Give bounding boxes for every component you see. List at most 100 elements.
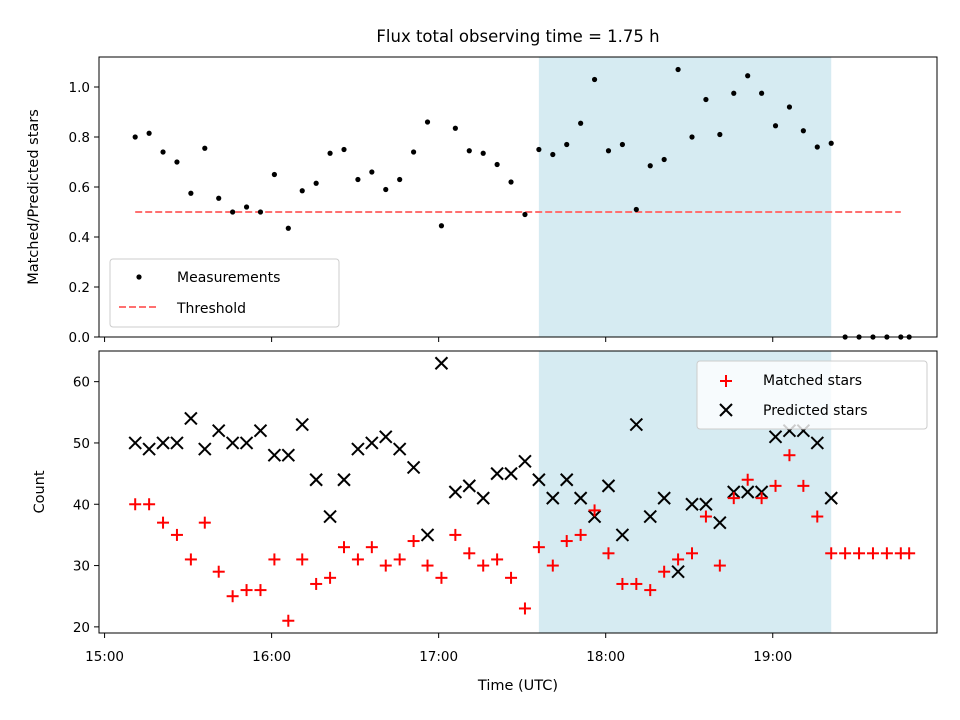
matched-stars-point bbox=[727, 492, 740, 505]
predicted-stars-point bbox=[406, 460, 421, 475]
matched-stars-point bbox=[839, 547, 852, 560]
measurement-point bbox=[410, 149, 417, 155]
predicted-stars-point bbox=[629, 417, 644, 432]
matched-stars-point bbox=[337, 541, 350, 554]
matched-stars-point bbox=[310, 577, 323, 590]
matched-stars-point bbox=[532, 541, 545, 554]
legend-marker-predicted-stars bbox=[719, 403, 733, 417]
predicted-stars-point bbox=[810, 436, 824, 450]
y-tick-label: 20 bbox=[73, 620, 90, 636]
matched-stars-point bbox=[825, 547, 838, 560]
predicted-stars-point bbox=[462, 479, 476, 493]
measurement-point bbox=[828, 140, 834, 146]
measurement-point bbox=[271, 171, 277, 178]
matched-stars-point bbox=[351, 553, 364, 566]
measurement-point bbox=[397, 176, 403, 183]
matched-stars-point bbox=[630, 577, 643, 590]
matched-stars-point bbox=[505, 571, 518, 584]
matched-stars-point bbox=[672, 553, 685, 566]
measurement-point bbox=[160, 149, 166, 155]
predicted-stars-point bbox=[281, 448, 296, 462]
matched-stars-point bbox=[518, 602, 531, 615]
matched-stars-point bbox=[282, 614, 295, 627]
measurement-point bbox=[202, 145, 208, 151]
matched-stars-point bbox=[797, 479, 810, 492]
matched-stars-point bbox=[546, 559, 559, 572]
predicted-stars-point bbox=[365, 436, 379, 450]
legend-marker-matched-stars bbox=[720, 375, 732, 387]
predicted-stars-point bbox=[253, 423, 268, 438]
predicted-stars-point bbox=[170, 436, 184, 450]
matched-stars-point bbox=[379, 559, 392, 572]
top-y-ticks: 0.0 0.2 0.4 0.6 0.8 1.0 bbox=[69, 80, 99, 346]
matched-stars-point bbox=[699, 510, 712, 523]
measurement-point bbox=[633, 206, 639, 213]
top-legend-box bbox=[109, 258, 340, 328]
measurement-points-layer bbox=[132, 66, 912, 340]
matched-stars-point bbox=[268, 553, 281, 566]
matched-stars-point bbox=[903, 547, 916, 560]
predicted-stars-point bbox=[420, 528, 435, 542]
matched-stars-point bbox=[574, 528, 587, 541]
top-plot-frame bbox=[98, 56, 938, 338]
matched-stars-point bbox=[449, 528, 462, 541]
matched-stars-point bbox=[393, 553, 406, 566]
matched-stars-point bbox=[560, 535, 573, 548]
predicted-stars-point bbox=[601, 479, 616, 493]
predicted-stars-point bbox=[128, 436, 142, 450]
predicted-stars-point bbox=[448, 485, 463, 499]
matched-stars-point bbox=[769, 479, 782, 492]
measurement-point bbox=[717, 131, 723, 138]
matched-stars-point bbox=[811, 510, 824, 523]
matched-stars-point bbox=[198, 516, 211, 529]
matched-stars-point bbox=[644, 584, 657, 597]
predicted-stars-point bbox=[267, 448, 282, 462]
measurement-point bbox=[494, 161, 500, 168]
top-legend: Measurements Threshold bbox=[109, 258, 340, 328]
predicted-stars-point bbox=[309, 473, 323, 487]
matched-stars-point bbox=[880, 547, 893, 560]
y-tick-label: 50 bbox=[73, 436, 90, 452]
matched-stars-point bbox=[324, 571, 337, 584]
measurement-point bbox=[703, 96, 709, 103]
measurement-point bbox=[285, 225, 291, 231]
matched-stars-point bbox=[491, 553, 504, 566]
predicted-stars-point bbox=[490, 466, 504, 481]
matched-stars-point bbox=[435, 571, 448, 584]
matched-stars-point bbox=[143, 498, 156, 511]
measurement-point bbox=[355, 176, 361, 183]
measurement-point bbox=[383, 186, 389, 193]
measurement-point bbox=[243, 204, 250, 210]
bottom-y-axis-label: Count bbox=[32, 470, 48, 513]
measurement-point bbox=[564, 141, 570, 148]
matched-stars-point bbox=[713, 559, 726, 572]
bottom-x-ticks: 15:00 16:00 17:00 18:00 19:00 bbox=[85, 633, 792, 665]
y-tick-label: 1.0 bbox=[69, 80, 90, 96]
matched-stars-point bbox=[157, 516, 170, 529]
predicted-stars-point bbox=[587, 509, 602, 524]
matched-stars-point bbox=[226, 590, 239, 603]
measurement-point bbox=[132, 134, 138, 140]
predicted-stars-point bbox=[727, 485, 741, 499]
predicted-stars-point bbox=[685, 497, 699, 511]
measurement-point bbox=[174, 159, 180, 165]
predicted-stars-point bbox=[337, 473, 351, 487]
measurement-point bbox=[369, 169, 375, 175]
y-tick-label: 0.0 bbox=[69, 330, 90, 346]
matched-stars-point bbox=[407, 535, 420, 548]
predicted-stars-point bbox=[323, 509, 337, 524]
measurement-point bbox=[480, 150, 486, 156]
matched-stars-point bbox=[783, 449, 796, 462]
matched-stars-point bbox=[240, 584, 253, 597]
measurement-point bbox=[452, 125, 458, 131]
measurement-point bbox=[772, 123, 779, 129]
legend-marker-measurements bbox=[136, 274, 142, 280]
y-tick-label: 30 bbox=[73, 559, 90, 575]
y-tick-label: 60 bbox=[73, 375, 90, 391]
bottom-y-ticks: 20 30 40 50 60 bbox=[73, 375, 99, 636]
top-shaded-region-layer bbox=[538, 57, 832, 337]
measurement-point bbox=[341, 146, 347, 153]
matched-stars-point bbox=[212, 565, 225, 578]
measurement-point bbox=[661, 156, 667, 163]
